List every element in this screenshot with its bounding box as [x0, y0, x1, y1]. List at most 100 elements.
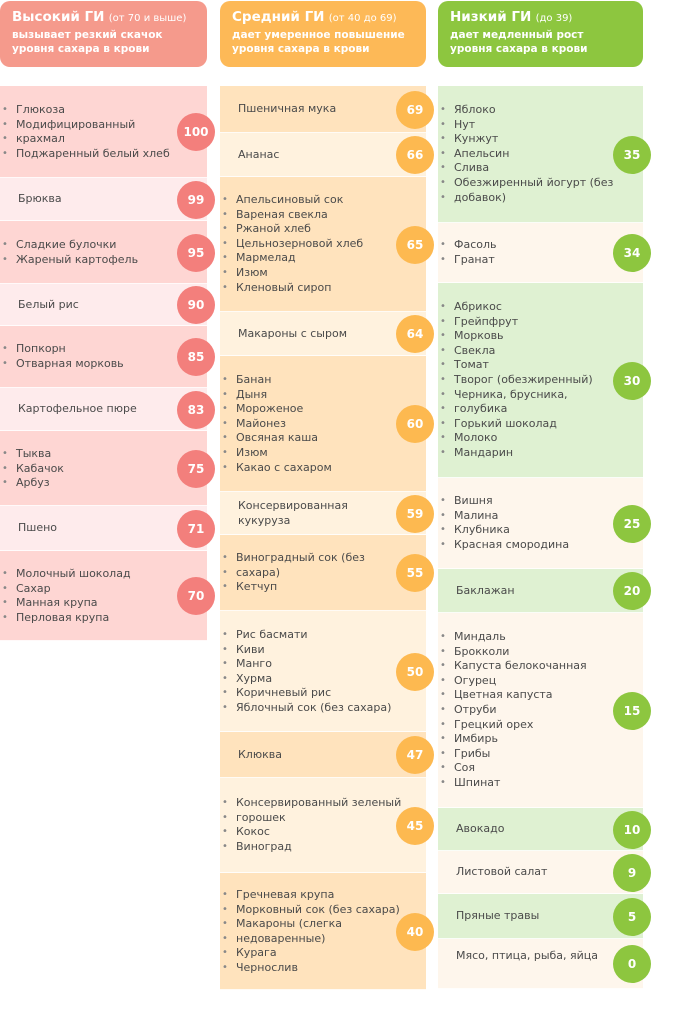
food-item: крахмал — [0, 132, 170, 147]
food-item: Красная смородина — [438, 538, 569, 553]
header-low-title-line: Низкий ГИ (до 39) — [450, 8, 633, 28]
gi-value-badge: 65 — [396, 226, 434, 264]
gi-value-badge: 35 — [613, 136, 651, 174]
food-item: Морковь — [438, 329, 593, 344]
gi-value-badge: 100 — [177, 113, 215, 151]
high-gi-row: ТыкваКабачокАрбуз 75 — [0, 431, 215, 506]
food-item: Коричневый рис — [220, 686, 391, 701]
food-list: ГлюкозаМодифицированныйкрахмалПоджаренны… — [0, 103, 170, 161]
low-gi-row: ВишняМалинаКлубникаКрасная смородина 25 — [438, 478, 651, 569]
food-item: Киви — [220, 643, 391, 658]
food-item: Огурец — [438, 674, 587, 689]
food-item: Капуста белокочанная — [438, 659, 587, 674]
header-high-gi: Высокий ГИ (от 70 и выше) вызывает резки… — [0, 1, 207, 67]
food-item: Свекла — [438, 344, 593, 359]
food-item: Грибы — [438, 747, 587, 762]
low-gi-row: Мясо, птица, рыба, яйца 0 — [438, 939, 651, 989]
gi-value-badge: 15 — [613, 692, 651, 730]
food-item: Виноград — [220, 840, 401, 855]
low-gi-row: ФасольГранат 34 — [438, 223, 651, 283]
food-item: Гречневая крупа — [220, 888, 400, 903]
gi-value-badge: 50 — [396, 653, 434, 691]
food-item: Белый рис — [18, 298, 79, 311]
food-item: Попкорн — [0, 342, 124, 357]
food-list: Гречневая крупаМорковный сок (без сахара… — [220, 888, 400, 976]
food-item: Вареная свекла — [220, 208, 363, 223]
food-item: Перловая крупа — [0, 611, 131, 626]
food-item: Консервированный зеленый — [220, 796, 401, 811]
food-item: Авокадо — [456, 822, 505, 835]
food-list: Апельсиновый сокВареная свеклаРжаной хле… — [220, 193, 363, 295]
food-item: Кунжут — [438, 132, 613, 147]
food-item: Грейпфрут — [438, 315, 593, 330]
food-item: Овсяная каша — [220, 431, 332, 446]
food-item: Апельсиновый сок — [220, 193, 363, 208]
food-item: Яблоко — [438, 103, 613, 118]
food-item: голубика — [438, 402, 593, 417]
gi-value-badge: 55 — [396, 554, 434, 592]
food-item: Горький шоколад — [438, 417, 593, 432]
food-item: Консервированная кукуруза — [238, 499, 348, 527]
food-item: Слива — [438, 161, 613, 176]
food-list: Молочный шоколадСахарМанная крупаПерлова… — [0, 567, 131, 625]
header-high-desc-1: вызывает резкий скачок — [12, 29, 163, 41]
food-list: БананДыняМороженоеМайонезОвсяная кашаИзю… — [220, 373, 332, 475]
food-item: Апельсин — [438, 147, 613, 162]
food-item: горошек — [220, 811, 401, 826]
header-medium-desc-2: уровня сахара в крови — [232, 43, 370, 55]
food-item: Кокос — [220, 825, 401, 840]
food-item: Мандарин — [438, 446, 593, 461]
food-item: добавок) — [438, 191, 613, 206]
food-item: Ржаной хлеб — [220, 222, 363, 237]
medium-gi-row: БананДыняМороженоеМайонезОвсяная кашаИзю… — [220, 356, 434, 492]
medium-gi-row: Консервированная кукуруза 59 — [220, 492, 434, 535]
food-item: Картофельное пюре — [18, 402, 137, 415]
food-item: Имбирь — [438, 732, 587, 747]
medium-gi-row: Гречневая крупаМорковный сок (без сахара… — [220, 873, 434, 990]
food-item: Обезжиренный йогурт (без — [438, 176, 613, 191]
food-item: Кетчуп — [220, 580, 365, 595]
low-gi-row: МиндальБрокколиКапуста белокочаннаяОгуре… — [438, 613, 651, 808]
food-item: Пшеничная мука — [238, 102, 337, 115]
high-gi-row: Сладкие булочкиЖареный картофель 95 — [0, 221, 215, 284]
food-item: Цветная капуста — [438, 688, 587, 703]
low-gi-row: Пряные травы 5 — [438, 894, 651, 939]
food-item: Кабачок — [0, 462, 64, 477]
medium-gi-row: Ананас 66 — [220, 133, 434, 177]
food-item: Какао с сахаром — [220, 461, 332, 476]
food-item: Соя — [438, 761, 587, 776]
food-item: Дыня — [220, 388, 332, 403]
gi-value-badge: 90 — [177, 286, 215, 324]
food-item: Модифицированный — [0, 118, 170, 133]
header-medium-title-line: Средний ГИ (от 40 до 69) — [232, 8, 416, 28]
food-item: Макароны (слегка — [220, 917, 400, 932]
food-item: Изюм — [220, 266, 363, 281]
food-item: Макароны с сыром — [238, 327, 347, 340]
medium-gi-row: Апельсиновый сокВареная свеклаРжаной хле… — [220, 177, 434, 312]
gi-value-badge: 10 — [613, 811, 651, 849]
gi-value-badge: 59 — [396, 495, 434, 533]
header-low-title: Низкий ГИ — [450, 9, 532, 25]
food-item: Курага — [220, 946, 400, 961]
food-item: Виноградный сок (без — [220, 551, 365, 566]
food-item: Молоко — [438, 431, 593, 446]
food-item: Чернослив — [220, 961, 400, 976]
food-item: Черника, брусника, — [438, 388, 593, 403]
food-item: Малина — [438, 509, 569, 524]
food-item: Цельнозерновой хлеб — [220, 237, 363, 252]
food-item: Рис басмати — [220, 628, 391, 643]
high-gi-row: Белый рис 90 — [0, 284, 215, 326]
food-list: ВишняМалинаКлубникаКрасная смородина — [438, 494, 569, 552]
low-gi-row: Авокадо 10 — [438, 808, 651, 851]
food-item: Манго — [220, 657, 391, 672]
low-gi-row: ЯблокоНутКунжутАпельсинСливаОбезжиренный… — [438, 86, 651, 223]
food-item: Творог (обезжиренный) — [438, 373, 593, 388]
header-low-desc-2: уровня сахара в крови — [450, 43, 588, 55]
food-list: Рис басматиКивиМангоХурмаКоричневый рисЯ… — [220, 628, 391, 716]
food-item: Абрикос — [438, 300, 593, 315]
gi-value-badge: 60 — [396, 405, 434, 443]
gi-value-badge: 66 — [396, 136, 434, 174]
food-item: Глюкоза — [0, 103, 170, 118]
food-item: Поджаренный белый хлеб — [0, 147, 170, 162]
